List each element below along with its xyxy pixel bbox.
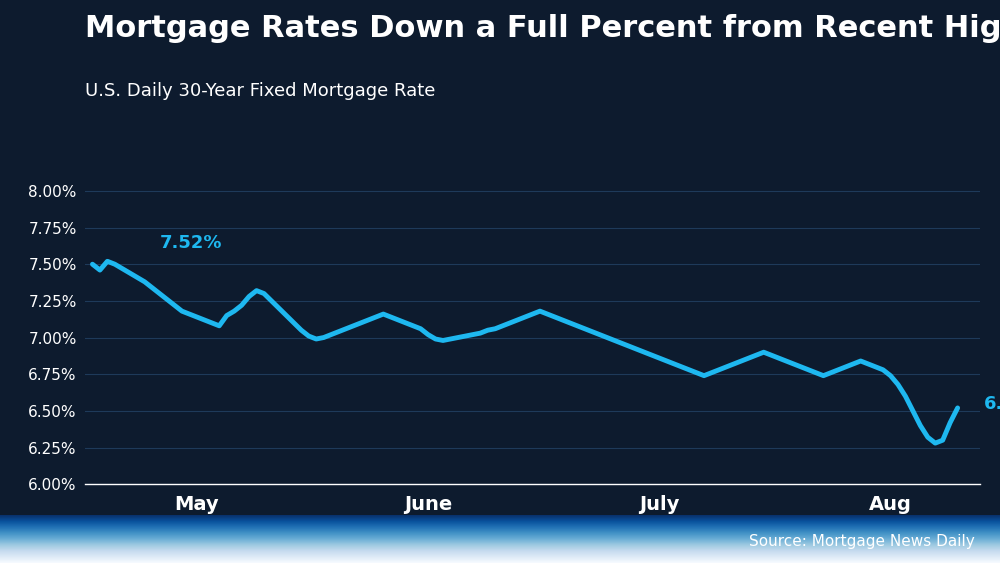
Text: 7.52%: 7.52%: [160, 234, 222, 252]
Text: U.S. Daily 30-Year Fixed Mortgage Rate: U.S. Daily 30-Year Fixed Mortgage Rate: [85, 82, 435, 100]
Text: Mortgage Rates Down a Full Percent from Recent High: Mortgage Rates Down a Full Percent from …: [85, 14, 1000, 43]
Text: 6.52%: 6.52%: [984, 395, 1000, 413]
Text: Source: Mortgage News Daily: Source: Mortgage News Daily: [749, 534, 975, 549]
